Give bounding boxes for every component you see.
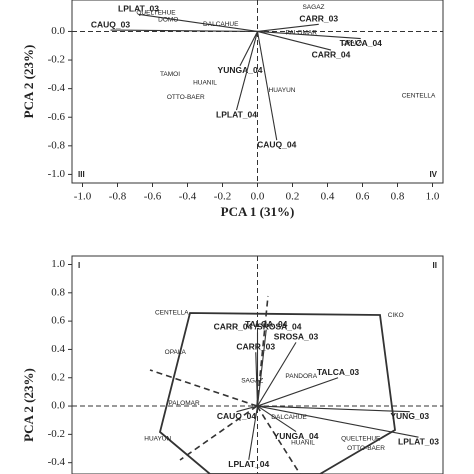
x-axis-title: PCA 1 (31%) <box>221 204 295 219</box>
point-label: OPALA <box>165 349 187 356</box>
x-tick-label: -0.2 <box>214 191 231 203</box>
vector-label: CARR_04 <box>312 49 351 59</box>
vector <box>257 23 319 32</box>
vector <box>257 30 332 51</box>
point-label: TAMOI <box>160 71 180 78</box>
vector-label: CAUQ_03 <box>91 19 130 29</box>
x-tick-label: 0.4 <box>321 191 335 203</box>
x-tick-label: -1.0 <box>74 191 92 203</box>
point-label: OTTO-BAER <box>347 445 385 452</box>
vector <box>256 329 267 407</box>
point-label: HUANIL <box>193 80 217 87</box>
point-label: CIKO <box>388 312 404 319</box>
y-tick-label: -0.6 <box>48 111 66 123</box>
vector <box>110 29 258 33</box>
vector <box>255 352 259 407</box>
vector <box>257 405 410 413</box>
x-tick-label: -0.6 <box>144 191 162 203</box>
point-label: DALCAHUE <box>203 21 239 28</box>
point-label: SAGAZ <box>302 4 324 11</box>
y-tick-label: 0.8 <box>51 286 65 298</box>
vector <box>256 31 278 141</box>
y-axis-title: PCA 2 (23%) <box>21 368 36 442</box>
vector-label: CAUQ_04 <box>257 139 296 149</box>
point-label: HUAYUN <box>144 435 171 442</box>
vector-label: SROSA_03 <box>274 332 319 342</box>
vector-label: CAUQ_04 <box>217 411 256 421</box>
vector-label: LPLAT_04 <box>216 109 257 119</box>
point-label: DOMO <box>158 17 178 24</box>
y-tick-label: 0.6 <box>51 315 65 327</box>
vector-label: LPLAT_03 <box>118 4 159 14</box>
hull <box>158 312 396 474</box>
point-label: SAGAZ <box>241 377 263 384</box>
vector-label: CARR_03 <box>236 342 275 352</box>
y-tick-label: 0.4 <box>51 343 65 355</box>
vector-label: LPLAT_04 <box>228 459 269 469</box>
y-axis-title: PCA 2 (23%) <box>21 45 36 119</box>
x-tick-label: 1.0 <box>426 191 440 203</box>
quadrant-label: IV <box>429 170 437 179</box>
point-label: QUELTEHUE <box>136 10 176 17</box>
vector <box>257 405 419 438</box>
point-label: CENTELLA <box>402 93 436 100</box>
x-tick-label: 0.2 <box>286 191 300 203</box>
vector-label: YUNGA_04 <box>274 431 319 441</box>
x-tick-label: 0.8 <box>391 191 405 203</box>
quadrant-label: I <box>78 261 80 270</box>
vector-label: LPLAT_03 <box>398 436 439 446</box>
point-label: OPALA <box>341 40 363 47</box>
y-tick-label: 1.0 <box>51 258 65 270</box>
x-tick-label: -0.4 <box>179 191 197 203</box>
vector <box>257 30 361 40</box>
y-tick-label: -0.4 <box>48 456 66 468</box>
vector <box>257 405 297 432</box>
y-tick-label: 0.0 <box>51 400 65 412</box>
vector-label: YUNGA_04 <box>218 65 263 75</box>
y-tick-label: -0.4 <box>48 82 66 94</box>
y-tick-label: -0.2 <box>48 428 65 440</box>
vector <box>239 31 258 67</box>
point-label: HUAYUN <box>269 87 296 94</box>
vector-label: TALCA_03 <box>317 367 360 377</box>
vector-label: TALCA_04 <box>245 319 288 329</box>
point-label: CENTELLA <box>155 309 189 316</box>
quadrant-label: II <box>433 261 437 270</box>
point-label: PALOMAR <box>168 400 200 407</box>
y-tick-label: -0.8 <box>48 139 66 151</box>
vector-label: CARR_04 /SROSA_04 <box>214 322 302 332</box>
dashed-vectors <box>149 295 301 474</box>
vector-label: CARR_03 <box>299 14 338 24</box>
y-tick-label: 0.2 <box>51 371 65 383</box>
y-tick-label: 0.0 <box>51 25 65 37</box>
quadrant-label: III <box>78 170 85 179</box>
point-label: HUANIL <box>291 440 315 447</box>
point-label: DALCAHUE <box>271 414 307 421</box>
x-tick-label: 0.6 <box>356 191 370 203</box>
point-label: PANDORA <box>285 373 317 380</box>
vector <box>257 342 297 407</box>
point-label: QUELTEHUE <box>341 435 381 442</box>
x-tick-label: 0.0 <box>251 191 265 203</box>
point-label: OTTO-BAER <box>167 94 205 101</box>
vector <box>235 31 259 111</box>
y-tick-label: -1.0 <box>48 168 66 180</box>
vector-label: TALCA_04 <box>340 38 383 48</box>
x-tick-label: -0.8 <box>109 191 127 203</box>
vector <box>236 405 258 413</box>
point-label: PALOMAR <box>286 30 318 37</box>
y-tick-label: -0.2 <box>48 54 65 66</box>
vector <box>257 377 339 407</box>
vector <box>248 405 259 460</box>
vector-label: YUNG_03 <box>390 411 429 421</box>
vector <box>138 13 258 32</box>
